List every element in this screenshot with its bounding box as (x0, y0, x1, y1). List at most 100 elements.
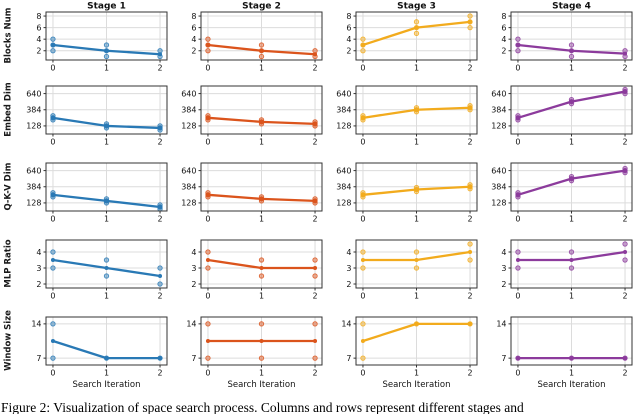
subplot-canvas: 7 14 0 1 2 Search Iteration (341, 316, 478, 390)
subplot-row0-stage4: Stage 4 2 4 6 8 0 1 2 (483, 0, 638, 77)
search-trajectory-line (360, 321, 473, 343)
subplot-canvas: 128 384 640 0 1 2 (181, 85, 323, 147)
x-tick-label: 0 (360, 292, 365, 301)
row-ylabel: Embed Dim (3, 82, 14, 137)
search-trajectory-line (50, 42, 163, 57)
subplot-row3-stage4: 2 3 4 0 1 2 (483, 231, 638, 308)
x-axis-label: Search Iteration (538, 380, 606, 390)
subplot-title: Stage 2 (242, 2, 281, 12)
y-tick-label: 2 (346, 47, 351, 56)
y-tick-label: 14 (341, 320, 351, 329)
subplot-row4-stage1: 7 14 0 1 2 Search Iteration (18, 308, 173, 400)
y-tick-label: 128 (336, 199, 351, 208)
x-tick-label: 1 (414, 215, 419, 224)
subplot-row4-stage4: 7 14 0 1 2 Search Iteration (483, 308, 638, 400)
x-tick-label: 2 (312, 138, 317, 147)
x-tick-label: 1 (259, 64, 264, 73)
y-tick-label: 640 (26, 89, 41, 98)
scatter-samples (360, 241, 473, 271)
x-tick-label: 0 (360, 215, 365, 224)
row-ylabel: Window Size (3, 310, 14, 371)
y-tick-label: 2 (191, 280, 196, 289)
subplot-row0-stage3: Stage 3 2 4 6 8 0 1 2 (328, 0, 483, 77)
x-tick-label: 0 (515, 215, 520, 224)
y-tick-label: 2 (346, 280, 351, 289)
x-tick-label: 1 (104, 138, 109, 147)
y-tick-label: 384 (491, 106, 506, 115)
x-tick-label: 1 (259, 292, 264, 301)
x-tick-label: 0 (515, 64, 520, 73)
x-tick-label: 2 (312, 64, 317, 73)
subplot-row1-stage3: 128 384 640 0 1 2 (328, 77, 483, 154)
y-tick-label: 7 (191, 354, 196, 363)
x-tick-label: 1 (569, 138, 574, 147)
y-tick-label: 4 (346, 248, 351, 257)
chart-row-2: Q-K-V Dim 128 384 640 0 1 2 128 384 640 0 1 2 128 384 6… (0, 154, 640, 231)
subplot-row0-stage2: Stage 2 2 4 6 8 0 1 2 (173, 0, 328, 77)
subplot-canvas: Stage 1 2 4 6 8 0 1 2 (36, 2, 168, 73)
x-tick-label: 1 (414, 138, 419, 147)
subplot-canvas: 128 384 640 0 1 2 (336, 85, 478, 147)
scatter-samples (205, 321, 318, 361)
y-tick-label: 8 (501, 12, 506, 21)
subplot-title: Stage 4 (552, 2, 591, 12)
search-trajectory-line (515, 42, 628, 56)
x-tick-label: 2 (622, 215, 627, 224)
x-tick-label: 2 (467, 138, 472, 147)
subplot-row2-stage3: 128 384 640 0 1 2 (328, 154, 483, 231)
y-tick-label: 7 (346, 354, 351, 363)
search-trajectory-line (360, 105, 473, 120)
y-tick-label: 640 (491, 166, 506, 175)
x-axis-label: Search Iteration (73, 380, 141, 390)
y-tick-label: 4 (191, 35, 196, 44)
y-tick-label: 14 (496, 320, 506, 329)
x-tick-label: 0 (50, 64, 55, 73)
subplot-canvas: 2 3 4 0 1 2 (36, 239, 168, 301)
subplot-row3-stage1: 2 3 4 0 1 2 (18, 231, 173, 308)
subplot-canvas: 2 3 4 0 1 2 (346, 239, 478, 301)
subplot-row2-stage4: 128 384 640 0 1 2 (483, 154, 638, 231)
subplot-canvas: 2 3 4 0 1 2 (191, 239, 323, 301)
subplot-row2-stage2: 128 384 640 0 1 2 (173, 154, 328, 231)
search-trajectory-line (515, 89, 628, 120)
subplot-canvas: 2 3 4 0 1 2 (501, 239, 633, 301)
y-tick-label: 2 (501, 47, 506, 56)
chart-row-3: MLP Ratio 2 3 4 0 1 2 2 3 4 0 1 2 2 3 4 0 1 2 2 3 4 0 1 2 (0, 231, 640, 308)
y-tick-label: 2 (501, 280, 506, 289)
search-trajectory-line (360, 250, 473, 262)
y-tick-label: 7 (501, 354, 506, 363)
x-tick-label: 1 (414, 292, 419, 301)
y-tick-label: 14 (186, 320, 196, 329)
y-tick-label: 384 (181, 106, 196, 115)
search-trajectory-line (360, 19, 473, 47)
subplot-row2-stage1: 128 384 640 0 1 2 (18, 154, 173, 231)
search-trajectory-line (515, 250, 628, 262)
subplot-canvas: 7 14 0 1 2 Search Iteration (186, 316, 323, 390)
x-tick-label: 1 (414, 64, 419, 73)
x-tick-label: 0 (50, 292, 55, 301)
search-trajectory-line (50, 258, 163, 278)
x-tick-label: 1 (104, 64, 109, 73)
scatter-samples (205, 249, 318, 279)
y-tick-label: 6 (501, 23, 506, 32)
y-tick-label: 6 (191, 23, 196, 32)
y-tick-label: 128 (491, 199, 506, 208)
y-tick-label: 384 (26, 183, 41, 192)
y-tick-label: 384 (491, 183, 506, 192)
x-tick-label: 2 (312, 215, 317, 224)
x-tick-label: 1 (414, 369, 419, 378)
subplot-canvas: Stage 4 2 4 6 8 0 1 2 (501, 2, 633, 73)
x-tick-label: 1 (104, 369, 109, 378)
x-tick-label: 2 (467, 215, 472, 224)
x-tick-label: 1 (259, 138, 264, 147)
y-tick-label: 14 (31, 320, 41, 329)
x-tick-label: 2 (467, 369, 472, 378)
x-tick-label: 2 (467, 64, 472, 73)
x-tick-label: 0 (205, 292, 210, 301)
figure-grid: Blocks Num Stage 1 2 4 6 8 0 1 2 Stage 2 2 4 6 8 0 1 2 St… (0, 0, 640, 400)
subplot-canvas: 7 14 0 1 2 Search Iteration (496, 316, 633, 390)
subplot-row3-stage3: 2 3 4 0 1 2 (328, 231, 483, 308)
search-trajectory-line (205, 192, 318, 203)
x-tick-label: 2 (157, 369, 162, 378)
